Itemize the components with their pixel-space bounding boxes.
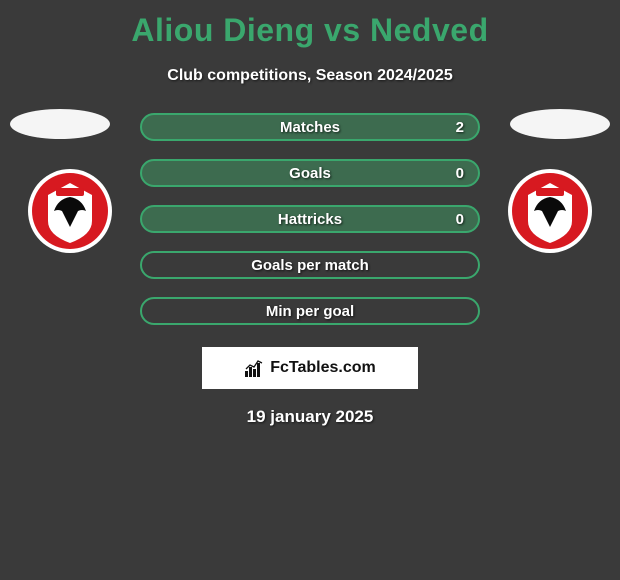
- stat-value: 2: [456, 119, 464, 136]
- stat-bar-goals-per-match: Goals per match: [140, 251, 480, 279]
- stat-bar-hattricks: Hattricks 0: [140, 205, 480, 233]
- stat-bar-matches: Matches 2: [140, 113, 480, 141]
- stat-label: Goals: [289, 165, 331, 182]
- player-photo-left: [10, 109, 110, 139]
- comparison-subtitle: Club competitions, Season 2024/2025: [0, 67, 620, 85]
- content-area: Matches 2 Goals 0 Hattricks 0 Goals per match M…: [0, 113, 620, 427]
- player-photo-right: [510, 109, 610, 139]
- stat-label: Hattricks: [278, 211, 342, 228]
- club-badge-left: [20, 169, 120, 253]
- stat-label: Goals per match: [251, 257, 369, 274]
- stat-label: Min per goal: [266, 303, 354, 320]
- al-ahly-badge-icon: [500, 169, 600, 253]
- stat-bar-goals: Goals 0: [140, 159, 480, 187]
- stat-value: 0: [456, 165, 464, 182]
- brand-name: FcTables.com: [270, 359, 376, 377]
- stat-bar-min-per-goal: Min per goal: [140, 297, 480, 325]
- fctables-logo-icon: [244, 359, 264, 377]
- al-ahly-badge-icon: [20, 169, 120, 253]
- stat-value: 0: [456, 211, 464, 228]
- comparison-date: 19 january 2025: [0, 407, 620, 427]
- brand-footer: FcTables.com: [202, 347, 418, 389]
- comparison-title: Aliou Dieng vs Nedved: [0, 0, 620, 49]
- stat-label: Matches: [280, 119, 340, 136]
- club-badge-right: [500, 169, 600, 253]
